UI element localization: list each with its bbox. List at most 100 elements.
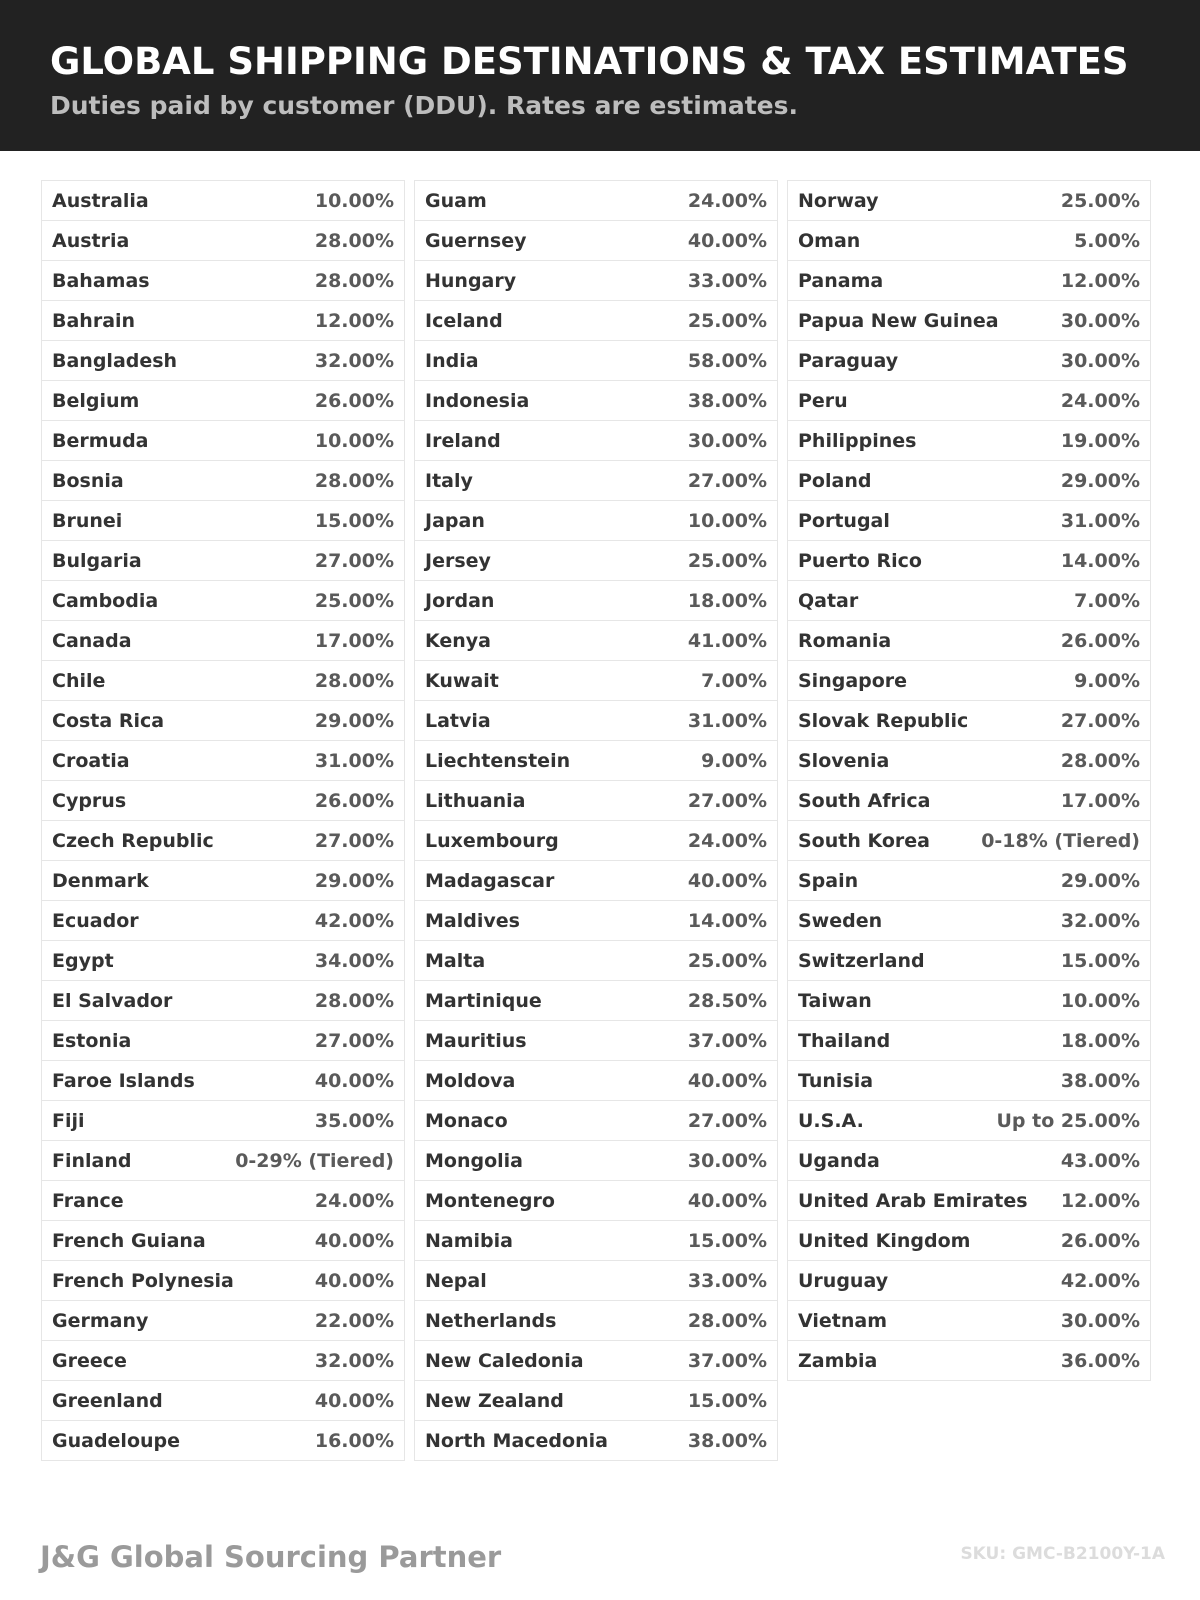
- country-name: Vietnam: [798, 1309, 887, 1332]
- country-name: India: [425, 349, 479, 372]
- table-row: New Zealand 15.00%: [415, 1381, 777, 1421]
- tax-rate: 24.00%: [687, 189, 767, 212]
- country-name: Egypt: [52, 949, 114, 972]
- country-name: Puerto Rico: [798, 549, 922, 572]
- country-name: Brunei: [52, 509, 123, 532]
- country-name: Martinique: [425, 989, 542, 1012]
- country-name: Germany: [52, 1309, 149, 1332]
- brand-name: J&G Global Sourcing Partner: [40, 1540, 502, 1574]
- tax-rate: 27.00%: [687, 1109, 767, 1132]
- country-name: Iceland: [425, 309, 503, 332]
- tax-rate: 18.00%: [687, 589, 767, 612]
- tax-rate: 43.00%: [1060, 1149, 1140, 1172]
- country-name: Zambia: [798, 1349, 878, 1372]
- table-row: North Macedonia 38.00%: [415, 1421, 777, 1461]
- country-name: Belgium: [52, 389, 140, 412]
- country-name: Italy: [425, 469, 473, 492]
- table-row: Cyprus 26.00%: [42, 781, 404, 821]
- country-name: U.S.A.: [798, 1109, 864, 1132]
- country-name: Mauritius: [425, 1029, 527, 1052]
- table-row: Nepal 33.00%: [415, 1261, 777, 1301]
- country-name: Greece: [52, 1349, 127, 1372]
- tax-rate: 7.00%: [1074, 589, 1140, 612]
- tax-rate: 36.00%: [1060, 1349, 1140, 1372]
- tax-rate: 25.00%: [687, 949, 767, 972]
- tax-rate: 18.00%: [1060, 1029, 1140, 1052]
- tax-rate: 32.00%: [1060, 909, 1140, 932]
- country-name: Thailand: [798, 1029, 891, 1052]
- table-row: Montenegro 40.00%: [415, 1181, 777, 1221]
- tax-rate: 42.00%: [314, 909, 394, 932]
- tax-rate: 14.00%: [687, 909, 767, 932]
- tax-rate: 12.00%: [1060, 1189, 1140, 1212]
- tax-rate: 10.00%: [314, 429, 394, 452]
- tax-rate: 15.00%: [687, 1389, 767, 1412]
- country-name: United Kingdom: [798, 1229, 971, 1252]
- table-row: Hungary 33.00%: [415, 261, 777, 301]
- tax-rate: 0-29% (Tiered): [235, 1149, 394, 1172]
- table-row: Ireland 30.00%: [415, 421, 777, 461]
- table-row: Philippines 19.00%: [788, 421, 1150, 461]
- table-row: Greenland 40.00%: [42, 1381, 404, 1421]
- tax-rate: 9.00%: [701, 749, 767, 772]
- table-row: Sweden 32.00%: [788, 901, 1150, 941]
- tax-rate: 27.00%: [687, 789, 767, 812]
- table-row: Namibia 15.00%: [415, 1221, 777, 1261]
- tax-rate: 27.00%: [314, 829, 394, 852]
- table-row: Finland 0-29% (Tiered): [42, 1141, 404, 1181]
- tax-rate: 26.00%: [1060, 629, 1140, 652]
- country-name: Latvia: [425, 709, 491, 732]
- table-row: Romania 26.00%: [788, 621, 1150, 661]
- country-name: Netherlands: [425, 1309, 557, 1332]
- tax-rate: 28.50%: [687, 989, 767, 1012]
- country-name: Maldives: [425, 909, 520, 932]
- country-name: Romania: [798, 629, 892, 652]
- table-row: Italy 27.00%: [415, 461, 777, 501]
- country-name: Peru: [798, 389, 848, 412]
- table-row: Thailand 18.00%: [788, 1021, 1150, 1061]
- country-name: Portugal: [798, 509, 890, 532]
- table-row: South Africa 17.00%: [788, 781, 1150, 821]
- table-row: Peru 24.00%: [788, 381, 1150, 421]
- country-name: Luxembourg: [425, 829, 559, 852]
- country-name: Croatia: [52, 749, 130, 772]
- tax-rate: 26.00%: [314, 389, 394, 412]
- tax-rate: 12.00%: [314, 309, 394, 332]
- country-name: Australia: [52, 189, 149, 212]
- table-row: Croatia 31.00%: [42, 741, 404, 781]
- country-name: Tunisia: [798, 1069, 874, 1092]
- table-row: Martinique 28.50%: [415, 981, 777, 1021]
- tax-rate: 40.00%: [314, 1069, 394, 1092]
- country-name: Ireland: [425, 429, 501, 452]
- table-row: Bosnia 28.00%: [42, 461, 404, 501]
- tax-rate: 15.00%: [1060, 949, 1140, 972]
- tax-rate: 30.00%: [687, 429, 767, 452]
- tax-rate: 14.00%: [1060, 549, 1140, 572]
- page-subtitle: Duties paid by customer (DDU). Rates are…: [50, 91, 798, 120]
- page-title: GLOBAL SHIPPING DESTINATIONS & TAX ESTIM…: [50, 40, 1129, 83]
- table-row: Panama 12.00%: [788, 261, 1150, 301]
- table-row: Lithuania 27.00%: [415, 781, 777, 821]
- table-row: Belgium 26.00%: [42, 381, 404, 421]
- table-row: French Polynesia 40.00%: [42, 1261, 404, 1301]
- country-name: Paraguay: [798, 349, 899, 372]
- tax-rate: 28.00%: [314, 989, 394, 1012]
- table-row: Papua New Guinea 30.00%: [788, 301, 1150, 341]
- table-row: Czech Republic 27.00%: [42, 821, 404, 861]
- country-name: Moldova: [425, 1069, 516, 1092]
- rates-column-1: Australia 10.00% Austria 28.00% Bahamas 28.00…: [41, 180, 405, 1461]
- country-name: Taiwan: [798, 989, 872, 1012]
- tax-rate: 27.00%: [687, 469, 767, 492]
- country-name: Slovenia: [798, 749, 890, 772]
- tax-rate: 24.00%: [1060, 389, 1140, 412]
- tax-rate: 34.00%: [314, 949, 394, 972]
- table-row: Monaco 27.00%: [415, 1101, 777, 1141]
- country-name: Guadeloupe: [52, 1429, 181, 1452]
- table-row: Norway 25.00%: [788, 181, 1150, 221]
- table-row: Vietnam 30.00%: [788, 1301, 1150, 1341]
- table-row: Cambodia 25.00%: [42, 581, 404, 621]
- table-row: Bulgaria 27.00%: [42, 541, 404, 581]
- table-row: Tunisia 38.00%: [788, 1061, 1150, 1101]
- table-row: Bahrain 12.00%: [42, 301, 404, 341]
- tax-rate: 37.00%: [687, 1349, 767, 1372]
